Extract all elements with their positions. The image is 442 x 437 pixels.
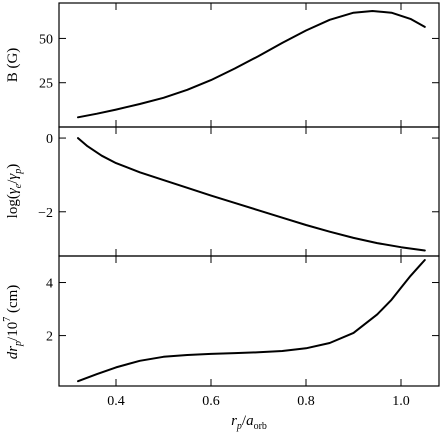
x-tick-label: 0.8 <box>297 394 315 409</box>
gamma-ratio-ytick-label: 0 <box>46 132 53 147</box>
gamma-ratio-series-line <box>77 137 426 252</box>
gamma-ratio-ytick-label: −2 <box>38 206 53 221</box>
panel-drp: 24 <box>46 255 440 387</box>
x-tick-label: 0.6 <box>202 394 220 409</box>
panel-b-field: 25 50 <box>39 2 440 128</box>
x-axis-label: rp/aorb <box>231 413 267 432</box>
x-axis-ticks: 0.4 0.6 0.8 1.0 <box>107 394 410 409</box>
b-field-series-line <box>77 10 426 119</box>
y-axis-label-drp: drp/107 (cm) <box>2 285 24 360</box>
x-tick-label: 0.4 <box>107 394 125 409</box>
drp-ytick-label: 4 <box>46 277 53 292</box>
y-axis-label-gamma: log(γe/γp) <box>5 164 24 219</box>
y-axis-label-b: B (G) <box>5 48 21 83</box>
B-ytick-label: 50 <box>39 32 53 47</box>
panel-drp-frame <box>58 255 440 387</box>
x-tick-label: 1.0 <box>392 394 410 409</box>
panel-gamma-ticks: −2 0 <box>38 127 439 256</box>
B-ytick-label: 25 <box>39 77 53 92</box>
panel-drp-ticks: 24 <box>46 256 439 386</box>
drp-ytick-label: 2 <box>46 330 53 345</box>
panel-b-ticks: 25 50 <box>39 3 439 127</box>
panel-gamma-ratio: −2 0 <box>38 126 440 257</box>
panel-gamma-frame <box>58 126 440 257</box>
drp-series-line <box>77 259 426 383</box>
panel-b-frame <box>58 2 440 128</box>
